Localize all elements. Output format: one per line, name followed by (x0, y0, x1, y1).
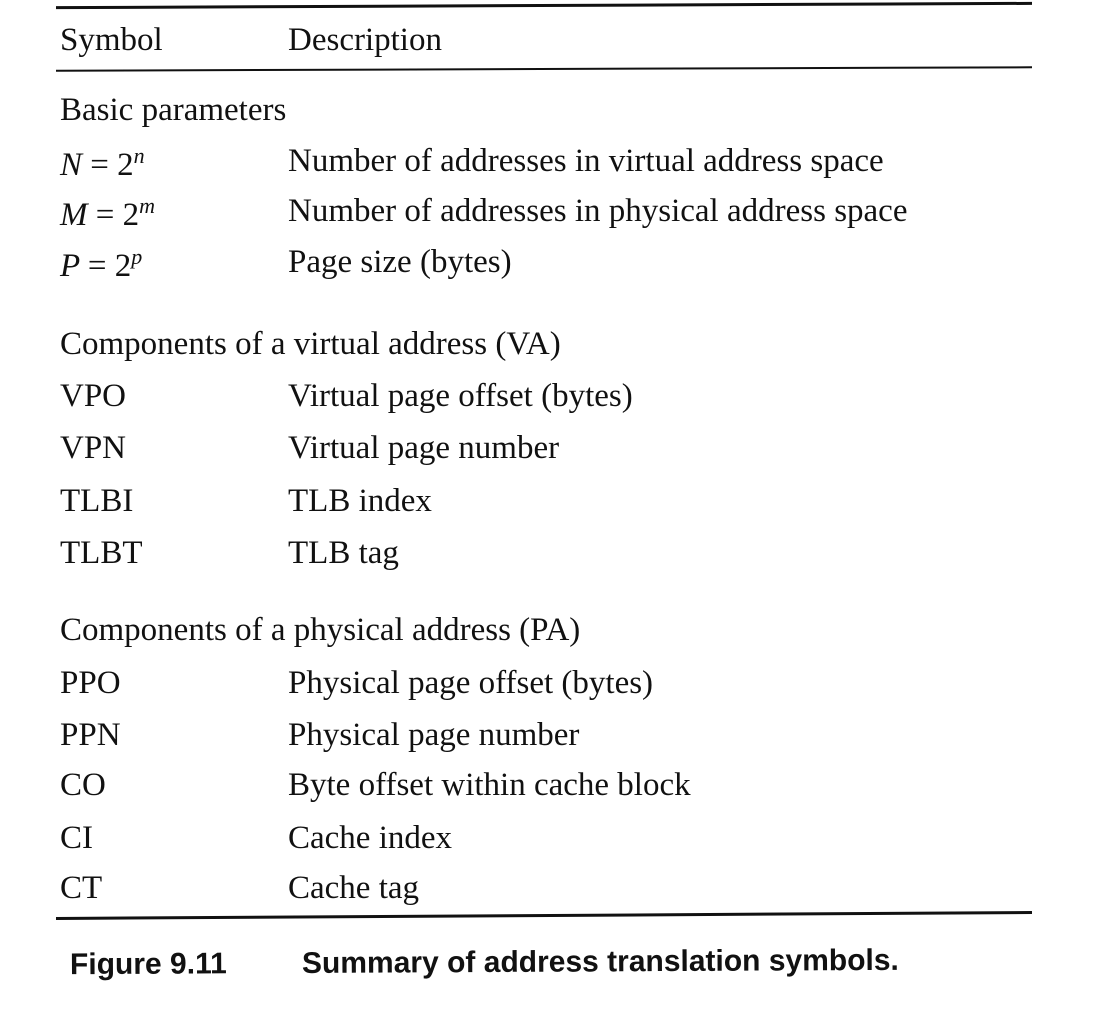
symbol-cell: PPO (60, 665, 121, 701)
symbol-cell: VPO (60, 378, 127, 414)
table-row: CI Cache index (0, 820, 1103, 870)
symbol-cell: P = 2p (60, 244, 143, 284)
description-cell: Virtual page offset (bytes) (288, 378, 633, 414)
description-cell: Physical page number (288, 717, 580, 753)
symbol-cell: VPN (60, 430, 127, 466)
description-column-header: Description (288, 22, 442, 58)
table-row: P = 2p Page size (bytes) (0, 244, 1103, 294)
description-cell: TLB index (288, 483, 432, 519)
symbol-cell: CI (60, 820, 93, 856)
description-cell: Number of addresses in physical address … (288, 193, 908, 229)
table-row: CO Byte offset within cache block (0, 767, 1103, 817)
table-row: PPN Physical page number (0, 717, 1103, 767)
description-cell: Cache index (288, 820, 453, 856)
table-row: N = 2n Number of addresses in virtual ad… (0, 143, 1103, 193)
figure-caption: Figure 9.11 Summary of address translatio… (70, 944, 899, 982)
section-title-physical-address: Components of a physical address (PA) (60, 612, 581, 648)
symbol-cell: TLBI (60, 483, 134, 519)
table-row: TLBI TLB index (0, 483, 1103, 533)
symbol-cell: N = 2n (60, 143, 145, 183)
symbol-exponent: m (139, 193, 156, 218)
table-row: CT Cache tag (0, 870, 1103, 920)
symbol-cell: CO (60, 767, 106, 803)
description-cell: Cache tag (288, 870, 420, 906)
symbol-cell: PPN (60, 717, 121, 753)
section-title-basic-parameters: Basic parameters (60, 92, 287, 128)
table-row: VPN Virtual page number (0, 430, 1103, 480)
symbol-cell: M = 2m (60, 193, 156, 233)
description-cell: Page size (bytes) (288, 244, 512, 280)
table-row: VPO Virtual page offset (bytes) (0, 378, 1103, 428)
table-row: TLBT TLB tag (0, 535, 1103, 585)
symbol-exponent: n (133, 143, 145, 168)
symbol-base: P (60, 248, 80, 284)
symbol-column-header: Symbol (60, 22, 163, 58)
symbol-exponent: p (131, 244, 143, 269)
figure-caption-text: Summary of address translation symbols. (301, 943, 899, 980)
symbol-cell: TLBT (60, 535, 143, 571)
figure-number: Figure 9.11 (69, 947, 227, 982)
description-cell: Number of addresses in virtual address s… (288, 143, 884, 179)
table-row: M = 2m Number of addresses in physical a… (0, 193, 1103, 243)
symbol-base: N (60, 147, 83, 183)
table-header-row: Symbol Description (0, 22, 1103, 72)
section-title-virtual-address: Components of a virtual address (VA) (60, 326, 561, 362)
symbol-cell: CT (60, 870, 103, 906)
description-cell: Byte offset within cache block (288, 767, 691, 803)
symbol-base: M (60, 197, 88, 233)
description-cell: Virtual page number (288, 430, 560, 466)
table-row: PPO Physical page offset (bytes) (0, 665, 1103, 715)
description-cell: TLB tag (288, 535, 399, 571)
description-cell: Physical page offset (bytes) (288, 665, 654, 701)
table-top-rule (55, 1, 1033, 10)
